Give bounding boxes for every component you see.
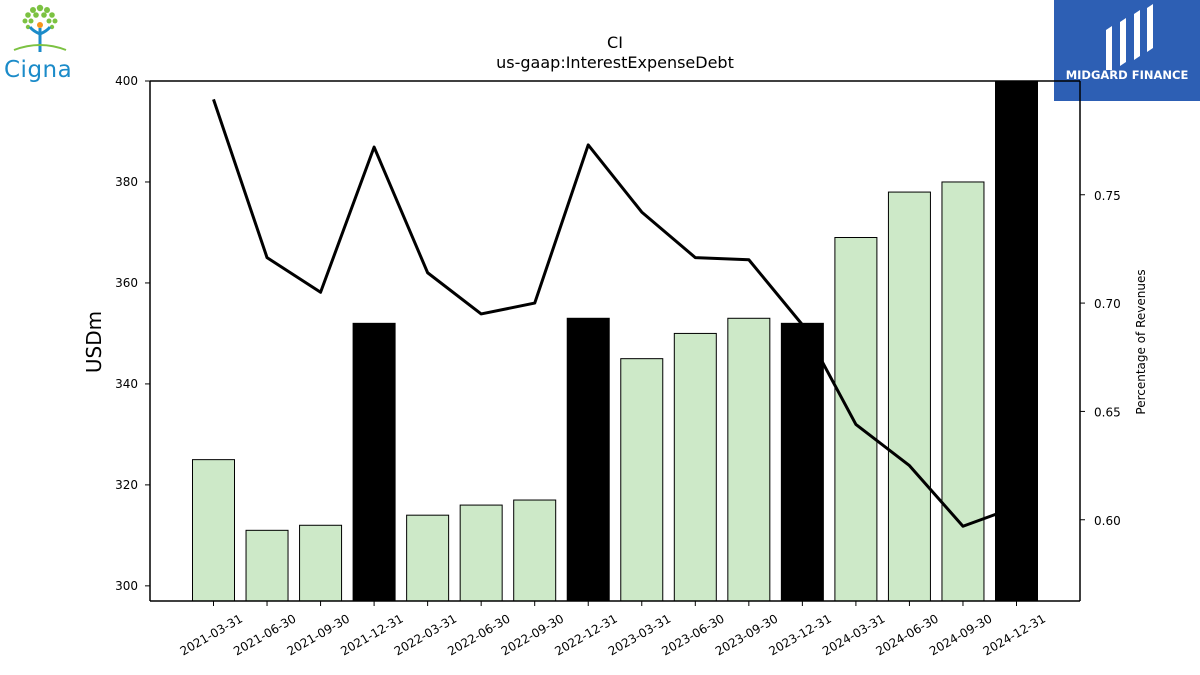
y-right-tick-label: 0.75 <box>1094 189 1121 203</box>
bar <box>245 529 289 602</box>
y-tick-label: 320 <box>115 478 138 492</box>
y-right-tick-label: 0.70 <box>1094 297 1121 311</box>
y-right-tick-label: 0.65 <box>1094 405 1121 419</box>
y-right-tick-label: 0.60 <box>1094 514 1121 528</box>
chart-title: CI <box>607 33 623 52</box>
y-tick-label: 340 <box>115 377 138 391</box>
bar <box>513 499 557 602</box>
bar <box>566 317 610 602</box>
midgard-finance-logo: MIDGARD FINANCE <box>1054 0 1200 101</box>
y-tick-label: 400 <box>115 74 138 88</box>
bar <box>995 80 1038 602</box>
y-tick-label: 360 <box>115 276 138 290</box>
y-tick-label: 300 <box>115 579 138 593</box>
cigna-wordmark: Cigna <box>4 57 73 83</box>
bar <box>192 459 235 602</box>
bar <box>780 322 824 602</box>
bar <box>299 524 343 602</box>
bar <box>727 317 771 602</box>
bar <box>941 181 985 602</box>
bar <box>459 504 503 602</box>
midgard-emblem-icon <box>1106 4 1153 70</box>
cigna-tree-icon <box>13 4 67 52</box>
bar <box>887 191 931 602</box>
bar <box>673 332 717 602</box>
bar <box>834 237 878 602</box>
bar <box>352 322 396 602</box>
y-axis-label: USDm <box>82 311 106 373</box>
bar <box>620 358 664 602</box>
cigna-logo: Cigna <box>0 0 90 95</box>
chart-subtitle: us-gaap:InterestExpenseDebt <box>496 53 734 72</box>
y-axis-right-label: Percentage of Revenues <box>1134 269 1148 414</box>
line-series <box>212 98 1018 528</box>
bar <box>406 514 450 602</box>
midgard-wordmark: MIDGARD FINANCE <box>1065 68 1189 82</box>
y-tick-label: 380 <box>115 175 138 189</box>
